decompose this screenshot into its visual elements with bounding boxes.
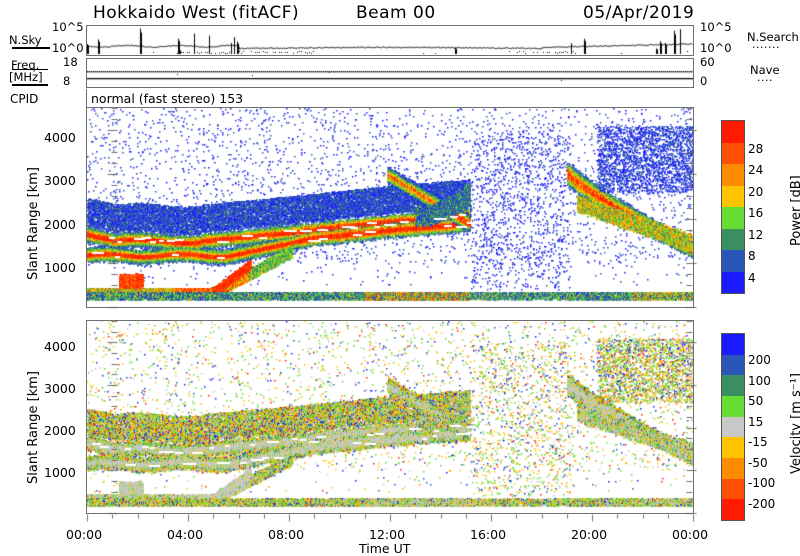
cpid-text: normal (fast stereo) 153 — [91, 91, 244, 106]
vel-cb-tick-15: 15 — [748, 415, 764, 429]
vel-cb-tick-neg200: -200 — [748, 497, 776, 511]
colorbar-segment — [722, 228, 744, 250]
power-axis-ticks — [78, 100, 118, 315]
freq-ytick-bottom: 8 — [63, 74, 71, 88]
colorbar-segment — [722, 207, 744, 229]
colorbar-segment — [722, 416, 744, 438]
nsky-left-underline — [12, 47, 50, 49]
colorbar-segment — [722, 375, 744, 396]
power-colorbar-title: Power [dB] — [789, 175, 800, 246]
colorbar-segment — [722, 250, 744, 272]
velocity-rti-plot — [87, 321, 693, 513]
power-cb-tick-8: 8 — [748, 249, 756, 263]
colorbar-segment — [722, 121, 744, 143]
power-ylabel: Slant Range [km] — [26, 167, 41, 280]
nsky-ytick-bottom: 10^0 — [52, 41, 84, 55]
freq-trace — [87, 59, 693, 87]
nsearch-marker: ······· — [752, 41, 780, 54]
xtick-2000: 20:00 — [571, 527, 608, 542]
velocity-ytick-1000: 1000 — [44, 465, 76, 480]
power-cb-tick-20: 20 — [748, 185, 764, 199]
colorbar-segment — [722, 164, 744, 186]
nsky-left-label: N.Sky — [9, 33, 42, 47]
colorbar-segment — [722, 395, 744, 417]
nave-ytick-top: 60 — [700, 55, 715, 69]
colorbar-segment — [722, 354, 744, 376]
velocity-ylabel: Slant Range [km] — [26, 371, 41, 484]
xtick-0000a: 00:00 — [66, 527, 103, 542]
nsky-ytick-bottom-right: 10^0 — [700, 41, 732, 55]
nave-ytick-bottom: 0 — [700, 74, 708, 88]
xtick-1200: 12:00 — [369, 527, 406, 542]
vel-cb-tick-50: 50 — [748, 394, 764, 408]
power-rti-plot — [87, 108, 693, 307]
power-cb-tick-16: 16 — [748, 206, 764, 220]
velocity-ytick-4000: 4000 — [44, 339, 76, 354]
power-axis-ticks-right — [686, 100, 706, 315]
page-title: Hokkaido West (fitACF) — [93, 3, 300, 23]
power-cb-tick-12: 12 — [748, 228, 764, 242]
power-colorbar — [721, 120, 745, 294]
vel-cb-tick-100: 100 — [748, 374, 771, 388]
velocity-ytick-2000: 2000 — [44, 423, 76, 438]
power-cb-tick-28: 28 — [748, 142, 764, 156]
power-cb-tick-24: 24 — [748, 163, 764, 177]
nsearch-label: N.Search — [747, 30, 799, 44]
colorbar-segment — [722, 437, 744, 458]
freq-left-label-2: [MHz] — [9, 70, 43, 84]
date-label: 05/Apr/2019 — [583, 3, 695, 23]
freq-ytick-top: 18 — [63, 55, 78, 69]
power-ytick-4000: 4000 — [44, 130, 76, 145]
colorbar-segment — [722, 478, 744, 500]
beam-label: Beam 00 — [356, 3, 436, 23]
nsky-ytick-top-right: 10^5 — [700, 20, 732, 34]
power-cb-tick-4: 4 — [748, 271, 756, 285]
power-ytick-1000: 1000 — [44, 260, 76, 275]
cpid-label: CPID — [10, 92, 39, 106]
velocity-axis-ticks-right — [686, 315, 706, 520]
power-ytick-3000: 3000 — [44, 173, 76, 188]
nave-marker: ···· — [757, 74, 773, 87]
nsky-trace — [87, 26, 693, 55]
vel-cb-tick-neg15: -15 — [748, 435, 768, 449]
x-axis-label: Time UT — [359, 541, 411, 556]
colorbar-segment — [722, 271, 744, 293]
freq-left-underline-bottom — [12, 84, 48, 86]
nsky-ytick-top: 10^5 — [52, 20, 84, 34]
xtick-1600: 16:00 — [470, 527, 507, 542]
power-ytick-2000: 2000 — [44, 217, 76, 232]
xtick-0400: 04:00 — [167, 527, 204, 542]
freq-left-label-1: Freq. — [11, 58, 40, 72]
velocity-ytick-3000: 3000 — [44, 381, 76, 396]
x-axis-ticks — [82, 514, 702, 526]
velocity-colorbar — [721, 333, 745, 521]
colorbar-segment — [722, 142, 744, 164]
colorbar-segment — [722, 334, 744, 355]
vel-cb-tick-neg50: -50 — [748, 456, 768, 470]
colorbar-segment — [722, 499, 744, 520]
freq-left-underline-top — [12, 69, 48, 70]
colorbar-segment — [722, 185, 744, 207]
xtick-0800: 08:00 — [268, 527, 305, 542]
colorbar-segment — [722, 457, 744, 479]
vel-cb-tick-neg100: -100 — [748, 476, 776, 490]
velocity-axis-ticks — [78, 315, 118, 520]
velocity-colorbar-title: Velocity [m s⁻¹] — [789, 373, 800, 474]
xtick-0000b: 00:00 — [672, 527, 709, 542]
vel-cb-tick-200: 200 — [748, 353, 771, 367]
cpid-axis-stub — [86, 89, 87, 107]
nave-label: Nave — [750, 63, 780, 77]
